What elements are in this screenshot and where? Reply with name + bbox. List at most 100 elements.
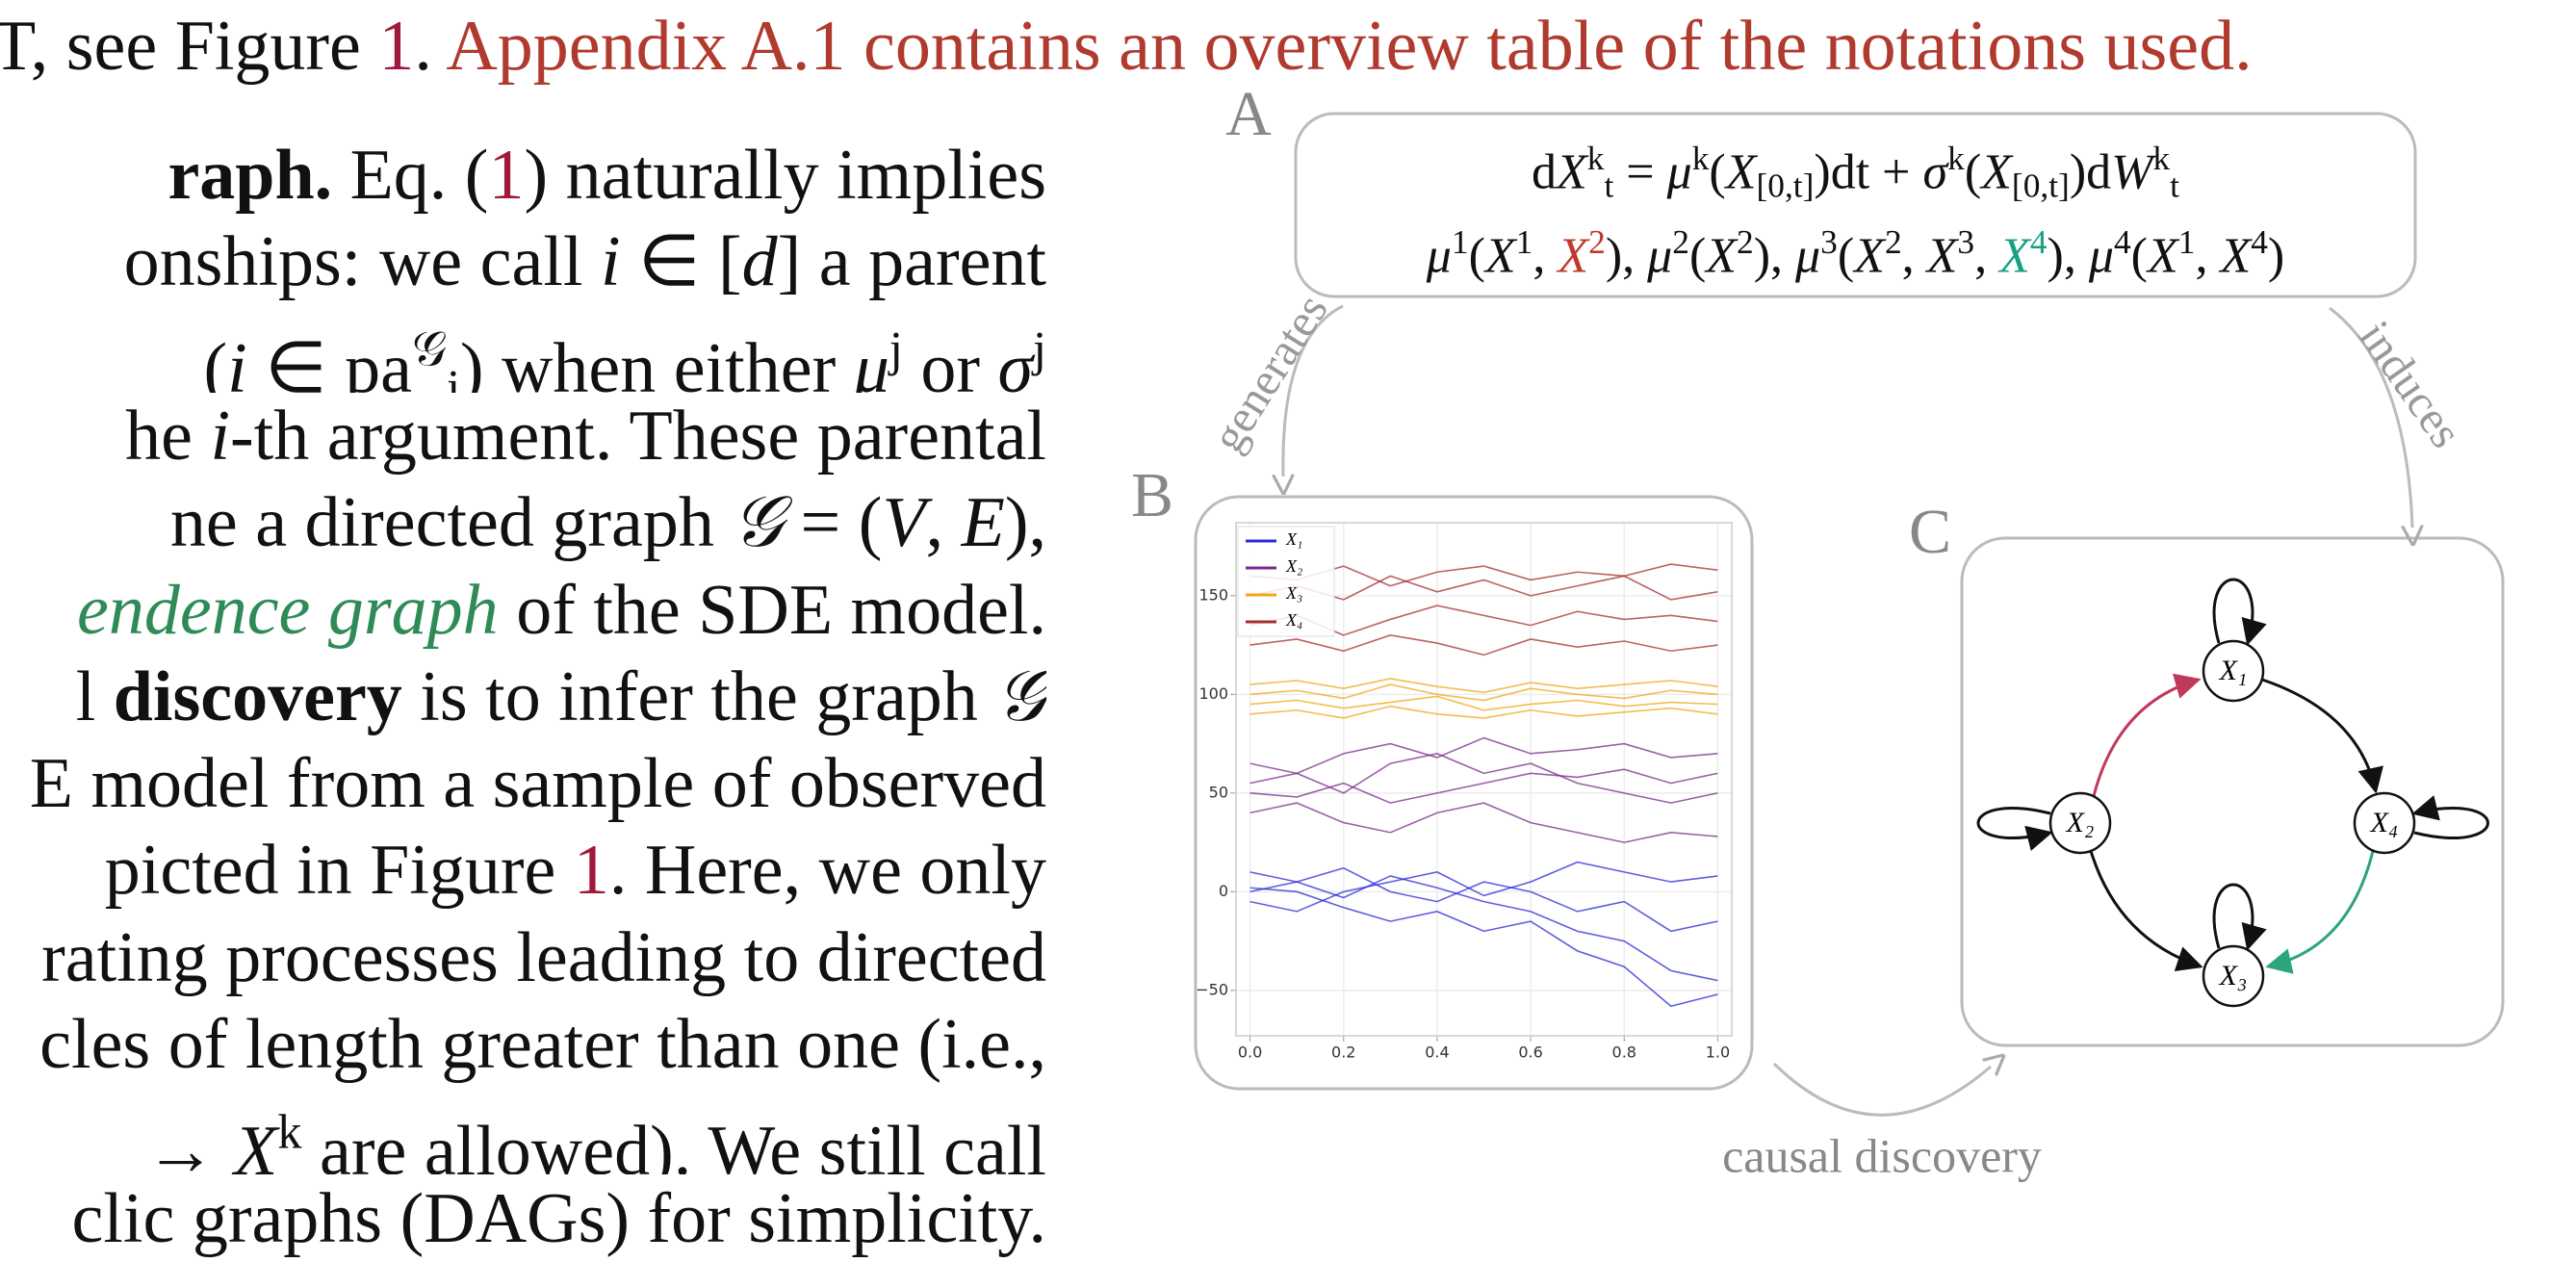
text-run: onships: we call xyxy=(123,222,601,302)
text-run: V xyxy=(882,483,926,563)
text-run: t xyxy=(1604,166,1614,205)
text-run: X xyxy=(1981,144,2012,200)
text-line-content: rating processes leading to directed xyxy=(41,918,1046,997)
edge xyxy=(2265,850,2375,974)
panel-c-box xyxy=(1960,536,2505,1047)
series-line xyxy=(1249,802,1718,843)
text-run: j xyxy=(1033,322,1046,376)
text-run: 𝒢 xyxy=(412,322,447,376)
text-run: rating processes leading to directed xyxy=(41,917,1046,997)
y-tick-label: 100 xyxy=(1198,684,1228,703)
legend-label: X₃ xyxy=(1285,583,1302,603)
text-run: i xyxy=(210,396,231,476)
node-label: X₁ xyxy=(2219,655,2248,686)
text-run: X xyxy=(2220,228,2252,284)
series-line xyxy=(1249,736,1718,775)
panel-label: C xyxy=(1909,497,1951,567)
equation: μ1(X1, X2), μ2(X2), μ3(X2, X3, X4), μ4(X… xyxy=(1296,208,2415,290)
legend-box xyxy=(1237,526,1335,637)
text-run: μ xyxy=(2088,228,2114,284)
text-run: X xyxy=(1999,228,2030,284)
text-run: W xyxy=(2111,144,2153,200)
text-run: X xyxy=(234,1111,278,1175)
text-run: d xyxy=(741,222,778,302)
node-label: X₂ xyxy=(2066,807,2095,838)
y-tick-label: 150 xyxy=(1198,585,1228,604)
text-run: ( xyxy=(1964,144,1982,200)
y-tick-label: 50 xyxy=(1209,783,1228,801)
text-run: μ xyxy=(1666,144,1692,200)
text-line: ne a directed graph 𝒢 = (V, E), xyxy=(0,479,1046,566)
text-line-content: (i ∈ pa𝒢j) when either μj or σj xyxy=(203,322,1046,393)
text-run: are allowed). We still call xyxy=(301,1111,1046,1175)
text-run: 1 xyxy=(1451,222,1469,261)
text-run: 𝒢 xyxy=(732,483,784,563)
text-line: picted in Figure 1. Here, we only xyxy=(0,827,1046,914)
text-run: σ xyxy=(1922,144,1948,200)
series-line xyxy=(1249,753,1718,804)
edge xyxy=(2089,850,2203,972)
node xyxy=(2202,944,2265,1008)
text-run: 3 xyxy=(1820,222,1838,261)
text-run: , xyxy=(1533,228,1558,284)
text-run: cles of length greater than one (i.e., xyxy=(39,1005,1046,1084)
series-line xyxy=(1249,695,1718,711)
text-run: is to infer the graph xyxy=(401,657,996,736)
series-line xyxy=(1249,887,1718,1008)
text-run: k xyxy=(1691,139,1710,177)
x-tick-label: 0.6 xyxy=(1518,1043,1542,1062)
text-run: μ xyxy=(1647,228,1673,284)
text-run: μ xyxy=(853,329,889,393)
x-tick-label: 0.2 xyxy=(1331,1043,1355,1062)
text-run: of the SDE model. xyxy=(498,570,1046,650)
text-line: → Xk are allowed). We still call xyxy=(0,1088,1046,1174)
equation: dXkt = μk(X[0,t])dt + σk(X[0,t])dWkt xyxy=(1296,124,2415,219)
text-run: picted in Figure xyxy=(104,831,574,911)
arrow-label: generates xyxy=(1202,286,1338,461)
text-line-content: ne a directed graph 𝒢 = (V, E), xyxy=(170,483,1046,562)
text-line: cles of length greater than one (i.e., xyxy=(0,1001,1046,1088)
text-line: raph. Eq. (1) naturally implies xyxy=(0,132,1046,219)
x-tick-label: 1.0 xyxy=(1706,1043,1730,1062)
text-run: = ( xyxy=(783,483,883,563)
text-run: ] a parent xyxy=(777,222,1046,302)
text-run: )dt + xyxy=(1814,144,1923,200)
text-line-content: raph. Eq. (1) naturally implies xyxy=(167,136,1046,215)
text-run: 2 xyxy=(1737,222,1754,261)
text-run: ), xyxy=(1753,228,1796,284)
node xyxy=(2048,791,2112,855)
text-run: . Here, we only xyxy=(608,831,1046,911)
text-line: (i ∈ pa𝒢j) when either μj or σj xyxy=(0,306,1046,393)
text-run: ) naturally implies xyxy=(524,136,1046,215)
self-loop xyxy=(2212,883,2267,951)
text-line-content: he i-th argument. These parental xyxy=(125,397,1046,476)
graph-nodes: X₁ X₂ X₃ X₄ xyxy=(2048,639,2416,1008)
text-run: E xyxy=(961,483,1005,563)
text-run: X xyxy=(2147,228,2178,284)
text-run: k xyxy=(2152,139,2171,177)
series-line xyxy=(1249,678,1718,694)
text-run: 𝒢 xyxy=(995,657,1046,736)
text-run: k xyxy=(1586,139,1605,177)
text-run: discovery xyxy=(113,657,402,736)
text-run: X xyxy=(1725,144,1757,200)
text-run: 1 xyxy=(488,136,525,215)
series-line xyxy=(1249,768,1718,804)
panel-label: B xyxy=(1131,460,1173,530)
text-run: 1 xyxy=(378,7,415,86)
y-tick-label: −50 xyxy=(1196,980,1228,998)
figure: A B C generates induces causal discovery… xyxy=(1131,79,2505,1182)
node-label: X₃ xyxy=(2219,960,2248,992)
text-run: ( xyxy=(2130,228,2148,284)
x-tick-label: 0.0 xyxy=(1238,1043,1262,1062)
text-run: t xyxy=(2170,166,2179,205)
text-run: raph. xyxy=(167,136,333,215)
text-run: d xyxy=(1531,144,1557,200)
text-run: ne a directed graph xyxy=(169,483,733,563)
panel-b-box xyxy=(1194,495,1754,1091)
text-run: ∈ [ xyxy=(620,222,742,302)
text-run: ) xyxy=(2267,228,2285,284)
series-line xyxy=(1249,683,1718,702)
text-run: ( xyxy=(1709,144,1726,200)
legend-label: X₁ xyxy=(1285,529,1302,549)
